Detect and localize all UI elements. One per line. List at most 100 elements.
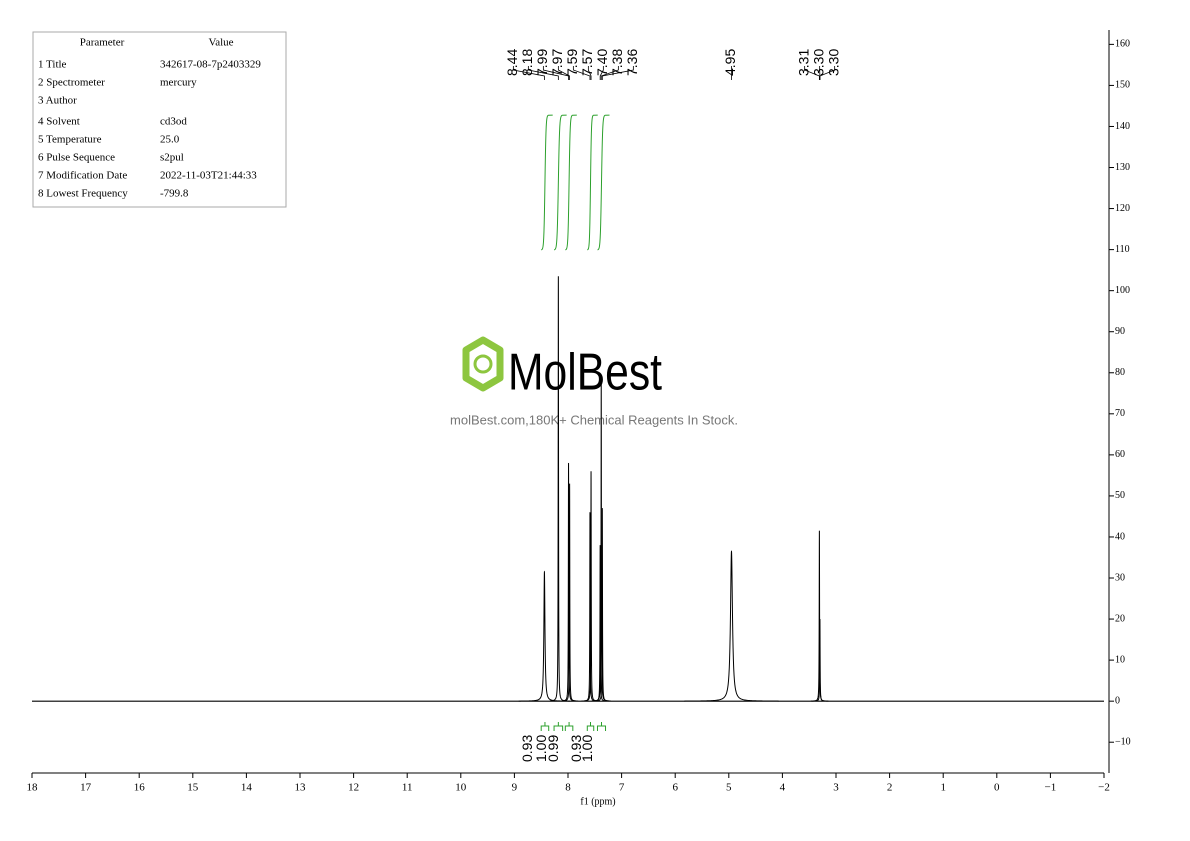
y-tick-label: 70 — [1115, 408, 1125, 419]
peak-leader — [804, 66, 820, 80]
param-value: cd3od — [160, 116, 187, 128]
x-tick-label: 2 — [887, 782, 893, 794]
watermark-tagline: molBest.com,180K+ Chemical Reagents In S… — [450, 412, 738, 427]
integral-bracket — [540, 725, 550, 731]
integral-label: 0.99 — [545, 735, 561, 762]
peak — [582, 471, 600, 702]
param-name: 8 Lowest Frequency — [38, 188, 128, 200]
y-tick-label: 20 — [1115, 613, 1125, 624]
integral-curve — [597, 114, 610, 251]
param-name: 1 Title — [38, 59, 67, 71]
peak-leader — [601, 66, 634, 80]
y-tick-label: 140 — [1115, 121, 1130, 132]
peak-leader — [557, 66, 571, 80]
param-value: 342617-08-7p2403329 — [160, 59, 261, 71]
peak-label: 7.97 — [549, 49, 565, 76]
param-value: s2pul — [160, 152, 184, 164]
x-tick-label: 10 — [455, 782, 467, 794]
y-tick-label: 160 — [1115, 39, 1130, 50]
integral-label: 1.00 — [533, 735, 549, 762]
x-tick-label: 6 — [672, 782, 678, 794]
peak — [592, 380, 610, 702]
param-name: 7 Modification Date — [38, 170, 127, 182]
table-header: Parameter — [80, 37, 125, 49]
x-tick-label: 15 — [187, 782, 199, 794]
x-tick-label: 17 — [80, 782, 92, 794]
y-tick-label: 130 — [1115, 162, 1130, 173]
integral-label: 0.93 — [519, 735, 535, 762]
x-tick-label: 16 — [134, 782, 146, 794]
x-tick-label: 0 — [994, 782, 1000, 794]
peak-label: 7.38 — [609, 49, 625, 76]
y-tick-label: 100 — [1115, 285, 1130, 296]
peak-label: 7.99 — [534, 49, 550, 76]
integral-bracket — [596, 725, 607, 731]
peak-leader — [572, 66, 591, 80]
x-tick-label: 8 — [565, 782, 571, 794]
x-tick-label: 5 — [726, 782, 732, 794]
peak-label: 3.31 — [795, 49, 811, 76]
x-tick-label: 13 — [295, 782, 307, 794]
param-name: 2 Spectrometer — [38, 77, 105, 89]
peak — [518, 570, 571, 702]
y-tick-label: 0 — [1115, 695, 1120, 706]
integral-bracket — [553, 725, 564, 731]
peak-label: 3.30 — [825, 49, 841, 76]
watermark-brand: MolBest — [508, 344, 662, 402]
peak-leader — [587, 66, 592, 80]
x-tick-label: −1 — [1045, 782, 1057, 794]
x-tick-label: 14 — [241, 782, 253, 794]
peak-label: 7.36 — [624, 49, 640, 76]
y-tick-label: 120 — [1115, 203, 1130, 214]
integral-curve — [587, 114, 598, 251]
peak-label: 7.40 — [594, 49, 610, 76]
peak-label: 7.59 — [564, 49, 580, 76]
param-name: 3 Author — [38, 95, 77, 107]
peak-leader — [527, 66, 559, 80]
y-tick-label: 40 — [1115, 531, 1125, 542]
y-tick-label: 10 — [1115, 654, 1125, 665]
param-name: 5 Temperature — [38, 134, 102, 146]
y-tick-label: 150 — [1115, 80, 1130, 91]
peak-leader — [512, 66, 545, 80]
peak-label: 3.30 — [810, 49, 826, 76]
param-value: 25.0 — [160, 134, 180, 146]
parameter-table — [32, 31, 287, 208]
peak-label: 8.44 — [504, 49, 520, 76]
peak-leader — [599, 66, 604, 80]
peak — [811, 619, 829, 702]
y-tick-label: −10 — [1115, 737, 1131, 748]
peak — [549, 276, 567, 702]
peak-leader — [600, 66, 619, 80]
param-name: 6 Pulse Sequence — [38, 152, 115, 164]
peak-label: 8.18 — [519, 49, 535, 76]
y-tick-label: 50 — [1115, 490, 1125, 501]
peak-leader — [819, 66, 836, 80]
integral-curve — [565, 114, 577, 251]
integral-label: 1.00 — [579, 735, 595, 762]
integral-curve — [541, 114, 553, 251]
param-value: mercury — [160, 77, 197, 89]
peak — [559, 462, 578, 702]
param-name: 4 Solvent — [38, 116, 80, 128]
x-tick-label: 3 — [833, 782, 839, 794]
param-value: 2022-11-03T21:44:33 — [160, 170, 257, 182]
x-axis-label: f1 (ppm) — [580, 796, 615, 807]
x-tick-label: 9 — [512, 782, 518, 794]
peak-label: 4.95 — [722, 49, 738, 76]
peak-leader — [542, 66, 569, 80]
x-tick-label: 11 — [402, 782, 413, 794]
y-tick-label: 60 — [1115, 449, 1125, 460]
x-tick-label: 7 — [619, 782, 625, 794]
peak — [593, 508, 611, 702]
x-tick-label: 18 — [27, 782, 39, 794]
x-tick-label: 4 — [780, 782, 786, 794]
peak-label: 7.57 — [579, 49, 595, 76]
y-tick-label: 90 — [1115, 326, 1125, 337]
integral-curve — [553, 114, 567, 251]
peak — [561, 483, 579, 702]
x-tick-label: 12 — [348, 782, 359, 794]
logo-ring — [473, 354, 493, 374]
y-tick-label: 30 — [1115, 572, 1125, 583]
